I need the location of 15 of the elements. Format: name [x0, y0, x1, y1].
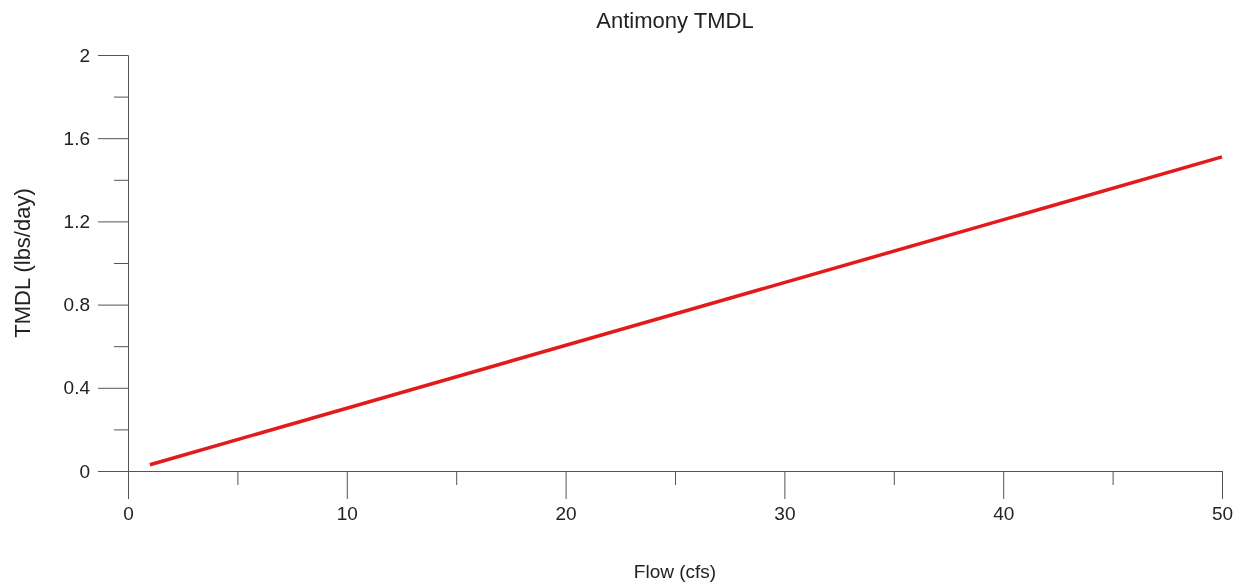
x-tick-label: 0: [123, 503, 134, 525]
x-tick-label: 30: [774, 503, 796, 525]
x-tick-label: 50: [1211, 503, 1234, 525]
x-tick-label: 10: [336, 503, 358, 525]
x-tick-label: 20: [555, 503, 577, 525]
y-tick-label: 0.8: [63, 294, 90, 316]
chart-title: Antimony TMDL: [596, 8, 754, 33]
y-axis-title: TMDL (lbs/day): [10, 188, 35, 338]
y-tick-label: 0.4: [63, 377, 91, 399]
y-tick-label: 1.2: [63, 210, 90, 232]
y-tick-label: 0: [79, 460, 90, 482]
y-tick-label: 2: [79, 44, 90, 66]
x-tick-label: 40: [993, 503, 1015, 525]
x-axis-title: Flow (cfs): [633, 561, 717, 582]
y-tick-label: 1.6: [63, 127, 90, 149]
